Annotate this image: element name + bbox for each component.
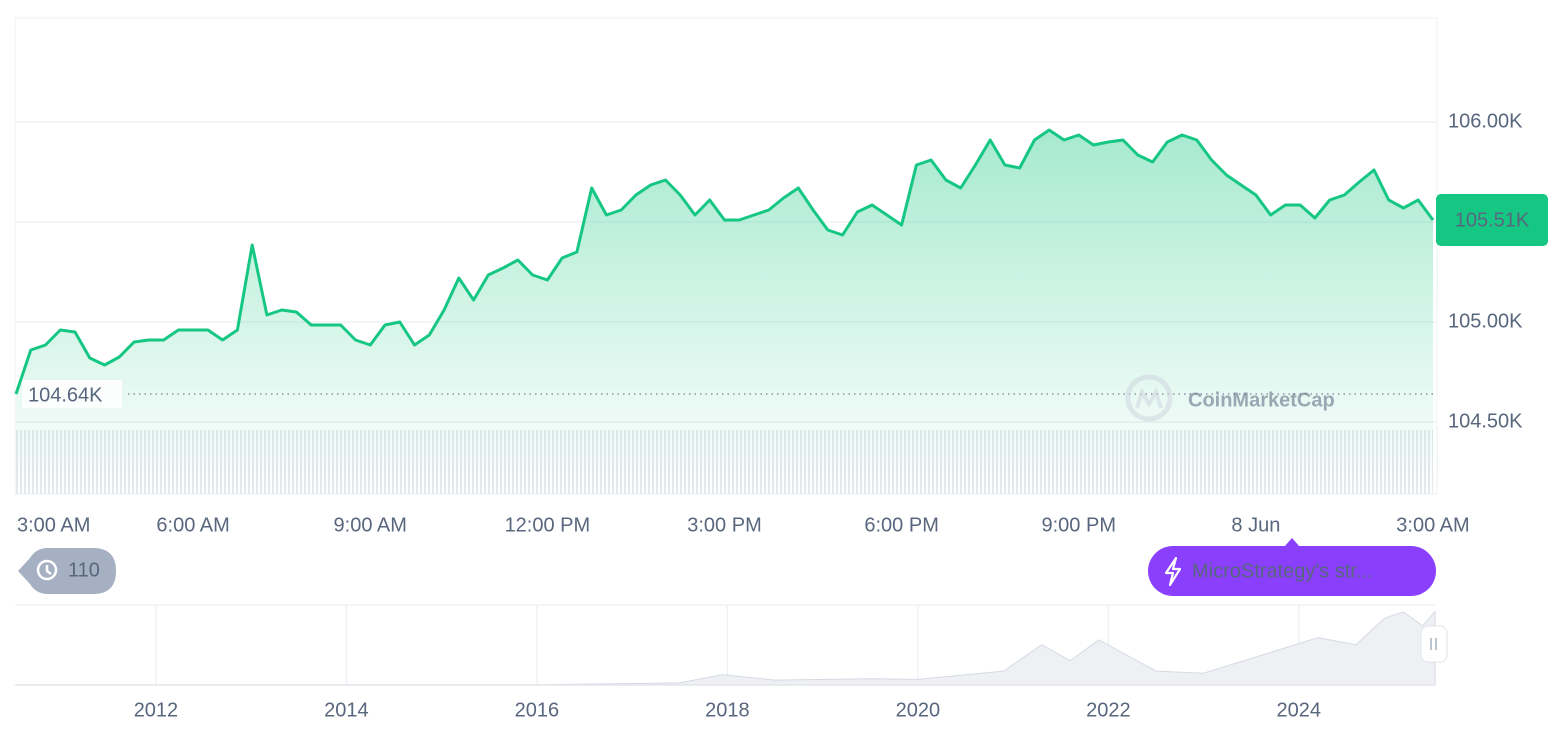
reference-label-bg — [22, 380, 122, 408]
watermark-logo — [1125, 374, 1173, 422]
navigator-tick-label: 2012 — [134, 699, 179, 721]
history-icon-hands — [45, 565, 52, 575]
watermark-text: CoinMarketCap — [1188, 389, 1335, 411]
navigator-tick-label: 2014 — [324, 699, 369, 721]
x-tick-label: 8 Jun — [1231, 514, 1280, 536]
lightning-icon — [1164, 556, 1182, 587]
navigator-tick-label: 2022 — [1086, 699, 1131, 721]
layer: 104.50K 105.00K 106.00K 3:00 AM 6:00 AM 9:00 … — [14, 110, 1548, 721]
x-tick-label: 6:00 PM — [864, 514, 938, 536]
navigator-tick-label: 2018 — [705, 699, 750, 721]
last-price-label: 105.51K — [1455, 209, 1530, 231]
watermark: CoinMarketCap — [1125, 374, 1335, 422]
x-tick-label: 6:00 AM — [156, 514, 229, 536]
navigator-handle[interactable] — [1420, 625, 1448, 663]
navigator-tick-label: 2020 — [896, 699, 941, 721]
event-pill[interactable] — [1148, 546, 1436, 596]
y-tick-label: 104.50K — [1448, 410, 1523, 432]
event-count-badge — [18, 548, 116, 594]
price-area — [16, 130, 1433, 494]
navigator-tick-label: 2024 — [1277, 699, 1322, 721]
x-tick-label: 3:00 AM — [1396, 514, 1469, 536]
x-tick-label: 12:00 PM — [505, 514, 591, 536]
history-icon — [36, 559, 58, 581]
watermark-logo-mark — [1135, 387, 1163, 409]
navigator-tick-label: 2016 — [515, 699, 560, 721]
x-tick-label: 9:00 AM — [334, 514, 407, 536]
reference-label: 104.64K — [28, 384, 103, 406]
event-pointer — [1284, 538, 1300, 547]
price-line — [14, 128, 1435, 395]
event-label: MicroStrategy's str... — [1192, 560, 1373, 582]
x-tick-label: 3:00 PM — [687, 514, 761, 536]
x-tick-label: 9:00 PM — [1042, 514, 1116, 536]
navigator-handle-grip — [1430, 638, 1437, 650]
last-price-badge — [1436, 194, 1548, 246]
event-count: 110 — [68, 559, 100, 581]
y-tick-label: 106.00K — [1448, 110, 1523, 132]
y-tick-label: 105.00K — [1448, 310, 1523, 332]
x-tick-label: 3:00 AM — [17, 514, 90, 536]
navigator-area — [15, 609, 1436, 686]
